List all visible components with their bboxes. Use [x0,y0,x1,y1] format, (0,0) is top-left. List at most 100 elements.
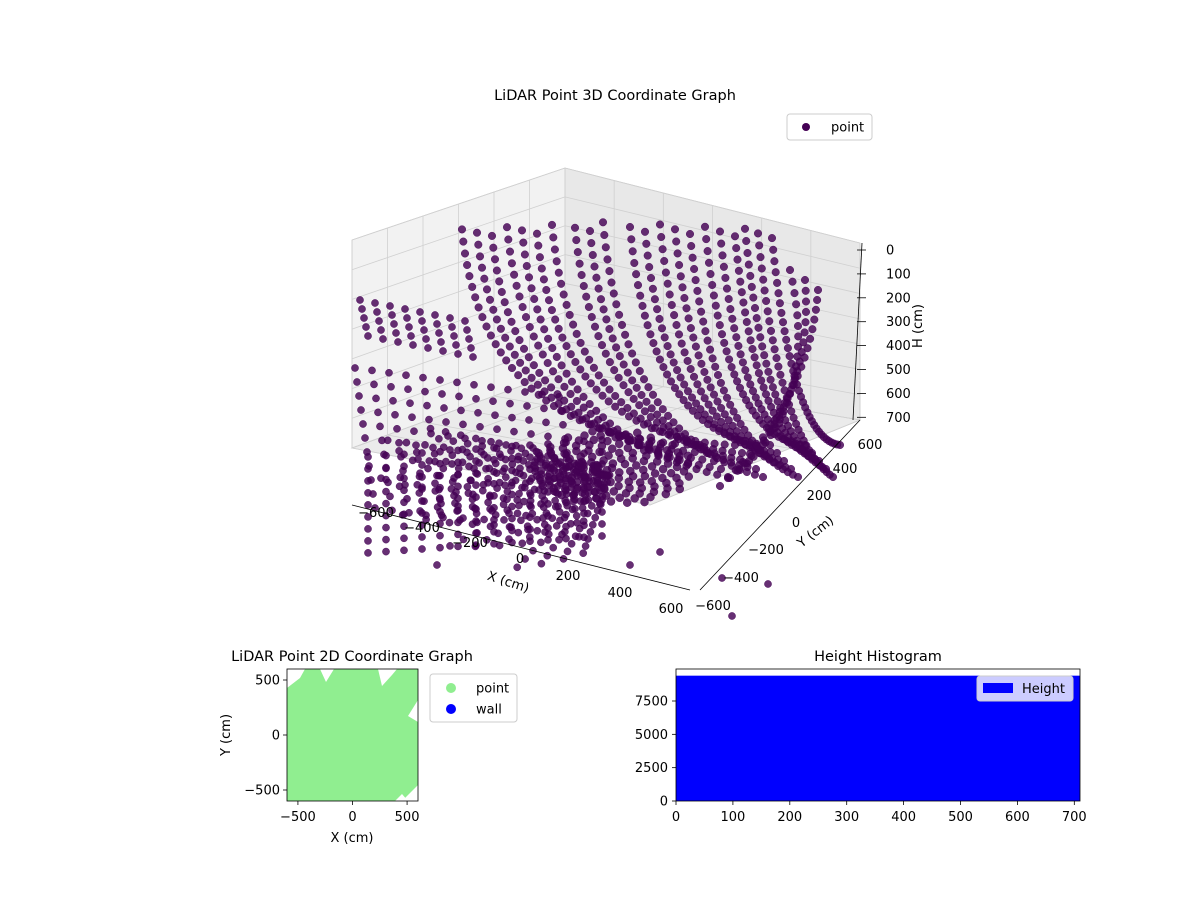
point-marker [770,345,779,354]
point-marker [683,451,693,460]
point-marker [608,459,618,468]
chart-3d-y-axis-line [699,419,861,591]
point-marker [441,428,450,436]
point-marker [508,490,516,499]
point-marker [488,231,497,240]
point-marker [466,476,475,485]
point-marker [465,335,473,343]
point-marker [786,266,795,275]
point-marker [563,433,573,442]
point-marker [382,499,390,508]
point-marker [646,433,655,442]
point-marker [529,332,538,341]
point-marker [548,344,557,353]
point-marker [759,433,768,442]
point-marker [503,308,512,317]
point-marker [490,443,498,452]
chart-3d-z-axis-line [852,242,863,421]
point-marker [463,261,472,270]
point-marker [737,288,746,297]
point-marker [640,497,649,507]
point-marker [729,407,738,416]
point-marker [448,323,456,331]
chart-3d-ytick-label: −200 [748,543,784,558]
point-marker [697,307,706,316]
point-marker [500,298,509,307]
point-marker [686,365,695,374]
point-marker [641,227,650,236]
point-marker [588,452,597,462]
point-marker [629,394,638,403]
point-marker [478,313,487,322]
point-marker [554,268,563,277]
point-marker [604,451,613,460]
point-marker [529,361,538,370]
point-marker [355,392,363,400]
point-marker [678,283,687,292]
point-marker [505,342,514,351]
point-marker [525,273,534,282]
point-marker [507,317,516,326]
point-marker [663,446,672,455]
point-marker [552,257,561,266]
chart-3d-legend-label-point: point [831,121,864,136]
point-marker [576,365,585,374]
point-marker [538,350,547,359]
point-marker [637,391,646,400]
point-marker [431,479,439,488]
point-marker [556,458,565,467]
point-marker [648,284,657,293]
point-marker [515,489,523,498]
point-marker [728,421,737,430]
point-marker [756,253,765,262]
point-marker [586,379,595,388]
point-marker [448,477,457,486]
point-marker [364,525,372,533]
point-marker [588,502,596,510]
chart-hist-xtick-label: 200 [777,810,802,825]
point-marker [760,351,769,360]
point-marker [559,290,568,299]
chart-hist-ytick-label: 2500 [635,761,668,776]
point-marker [391,410,399,419]
point-marker [521,366,530,375]
point-marker [688,253,697,262]
point-marker [454,470,462,479]
point-marker [598,532,606,540]
point-marker [640,375,649,384]
point-marker [739,298,748,307]
point-marker [490,479,498,488]
point-marker [356,296,364,304]
point-marker [576,338,585,347]
chart-3d-zlabel: H (cm) [911,304,926,348]
point-marker [421,441,429,449]
point-marker [693,380,702,389]
point-marker [436,483,444,492]
point-marker [587,313,596,322]
point-marker [520,250,529,259]
point-marker [484,474,492,483]
point-marker [408,456,417,465]
point-marker [409,341,417,349]
point-marker [764,367,773,376]
point-marker [377,326,385,334]
point-marker [695,297,704,306]
point-marker [400,498,408,507]
point-marker [547,306,556,315]
point-marker [535,253,544,262]
point-marker [627,235,636,244]
chart-hist-ytick-label: 7500 [635,695,668,710]
point-marker [660,333,669,342]
point-marker [497,288,506,297]
point-marker [418,497,426,505]
point-marker [589,435,598,445]
point-marker [768,234,777,243]
point-marker [632,270,641,279]
point-marker [658,405,667,414]
point-marker [490,540,498,548]
point-marker [422,335,430,343]
point-marker [527,384,536,393]
point-marker [508,514,516,523]
point-marker [643,321,652,330]
